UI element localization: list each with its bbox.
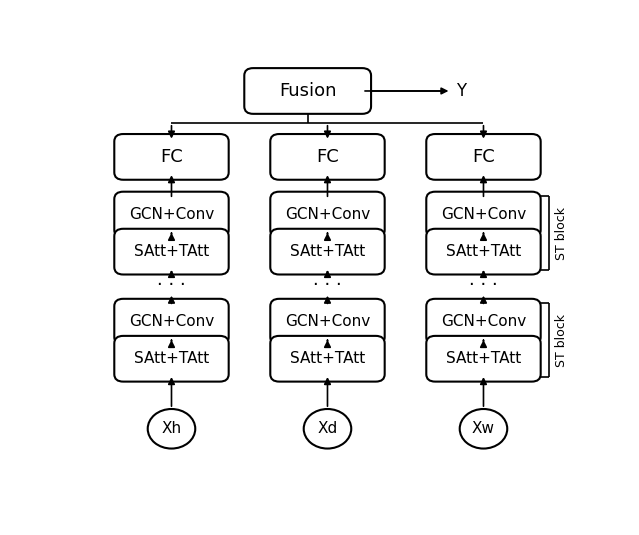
FancyBboxPatch shape [270,192,385,238]
Text: SAtt+TAtt: SAtt+TAtt [134,244,209,259]
FancyBboxPatch shape [270,336,385,381]
Text: GCN+Conv: GCN+Conv [441,314,526,329]
FancyBboxPatch shape [114,336,229,381]
Text: Fusion: Fusion [279,82,336,100]
Text: SAtt+TAtt: SAtt+TAtt [446,351,521,366]
Text: GCN+Conv: GCN+Conv [285,207,370,222]
FancyBboxPatch shape [114,192,229,238]
Text: Xw: Xw [472,421,495,436]
FancyBboxPatch shape [426,336,541,381]
Text: SAtt+TAtt: SAtt+TAtt [290,244,365,259]
FancyBboxPatch shape [270,134,385,180]
Text: SAtt+TAtt: SAtt+TAtt [134,351,209,366]
Text: · · ·: · · · [313,277,342,294]
FancyBboxPatch shape [270,229,385,274]
Text: SAtt+TAtt: SAtt+TAtt [290,351,365,366]
Text: ST block: ST block [555,207,567,259]
Text: FC: FC [472,148,495,166]
Text: Y: Y [456,82,466,100]
Circle shape [459,409,507,448]
FancyBboxPatch shape [114,229,229,274]
Circle shape [304,409,351,448]
FancyBboxPatch shape [426,134,541,180]
FancyBboxPatch shape [426,299,541,345]
Text: GCN+Conv: GCN+Conv [285,314,370,329]
Circle shape [148,409,196,448]
Text: Xh: Xh [162,421,181,436]
FancyBboxPatch shape [114,134,229,180]
FancyBboxPatch shape [114,299,229,345]
Text: GCN+Conv: GCN+Conv [129,314,214,329]
Text: · · ·: · · · [157,277,186,294]
Text: ST block: ST block [555,314,567,366]
Text: FC: FC [316,148,339,166]
Text: SAtt+TAtt: SAtt+TAtt [446,244,521,259]
FancyBboxPatch shape [244,68,371,114]
Text: Xd: Xd [318,421,337,436]
Text: GCN+Conv: GCN+Conv [441,207,526,222]
Text: · · ·: · · · [469,277,498,294]
FancyBboxPatch shape [426,229,541,274]
Text: GCN+Conv: GCN+Conv [129,207,214,222]
FancyBboxPatch shape [426,192,541,238]
Text: FC: FC [160,148,183,166]
FancyBboxPatch shape [270,299,385,345]
